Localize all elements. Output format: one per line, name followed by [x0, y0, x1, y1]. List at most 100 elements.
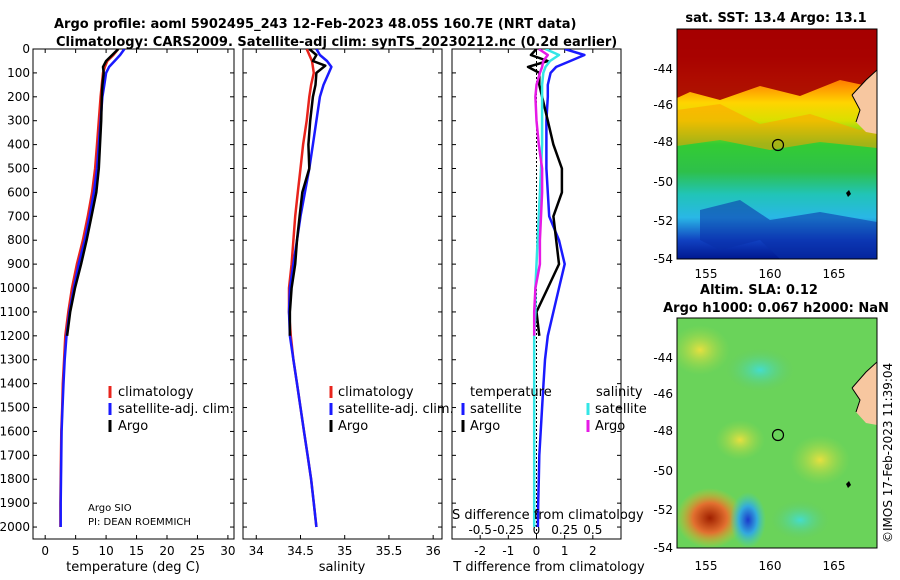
x-tick-label: 34 — [249, 544, 264, 558]
legend-label-satellite: satellite-adj. clim. — [118, 402, 234, 417]
difference-salinity-satellite-line — [532, 49, 561, 527]
y-tick-label: 1500 — [0, 401, 30, 415]
legend-label-satellite: satellite-adj. clim. — [338, 402, 454, 417]
difference-series-group — [526, 49, 586, 528]
x-tick-label: -1 — [502, 544, 514, 558]
lat-tick: -54 — [653, 252, 673, 266]
axes-layer: 0100200300400500600700800900100011001200… — [0, 42, 621, 558]
figure-title-line1: Argo profile: aoml 5902495_243 12-Feb-20… — [54, 17, 576, 32]
sst-cold-patch — [700, 200, 877, 259]
y-tick-label: 2000 — [0, 520, 30, 534]
temperature-argo-line — [65, 49, 120, 336]
x-tick-label: 2 — [589, 544, 597, 558]
x-tick-label: 25 — [190, 544, 205, 558]
figure-title-line2: Climatology: CARS2009. Satellite-adj cli… — [56, 35, 617, 50]
salinity-argo-line — [288, 49, 327, 336]
y-tick-label: 1000 — [0, 281, 30, 295]
lat-tick: -50 — [653, 464, 673, 478]
x-tick-label: 30 — [220, 544, 235, 558]
sst-orange-band — [677, 104, 877, 150]
sla-map-title-line1: Altim. SLA: 0.12 — [700, 283, 818, 298]
y-tick-label: 1800 — [0, 472, 30, 486]
sla-low-blob — [725, 348, 795, 392]
series-layer — [59, 49, 586, 528]
x-tick-label: 35 — [337, 544, 352, 558]
legend-title-salinity: salinity — [596, 385, 643, 400]
salinity-series-group — [287, 49, 333, 528]
legend-label-t-argo: Argo — [470, 419, 500, 434]
sla-map: Altim. SLA: 0.12 Argo h1000: 0.067 h2000… — [653, 283, 888, 573]
x-tick-label: 0 — [533, 544, 541, 558]
lat-tick: -48 — [653, 424, 673, 438]
argo-float-marker — [771, 428, 785, 442]
salinity-climatology-line — [287, 49, 318, 528]
x-tick-label: 34.5 — [287, 544, 314, 558]
lon-tick: 160 — [759, 559, 782, 573]
sst-map-title: sat. SST: 13.4 Argo: 13.1 — [685, 11, 866, 26]
sst-map: sat. SST: 13.4 Argo: 13.1 -44 -46 -48 -5… — [653, 11, 878, 281]
x-tick-label: 35.5 — [376, 544, 403, 558]
salinity-plot-frame — [242, 48, 443, 540]
x-tick-label: 1 — [561, 544, 569, 558]
y-tick-label: 1600 — [0, 424, 30, 438]
temperature-satellite-adj-clim-line — [59, 49, 126, 527]
temperature-climatology-line — [59, 49, 120, 527]
temperature-legend: climatology satellite-adj. clim. Argo — [108, 385, 234, 434]
x-tick-label: 36 — [426, 544, 441, 558]
y-tick-label: 1700 — [0, 448, 30, 462]
temperature-axis-label: temperature (deg C) — [66, 560, 200, 575]
y-tick-label: 100 — [7, 66, 30, 80]
sst-warm-patch — [677, 29, 877, 100]
lat-tick: -44 — [653, 62, 673, 76]
y-tick-label: 700 — [7, 209, 30, 223]
y-tick-label: 1300 — [0, 353, 30, 367]
sla-map-frame — [676, 317, 878, 549]
difference-legend: temperature satellite Argo salinity sate… — [461, 385, 647, 434]
lat-tick: -46 — [653, 387, 673, 401]
y-tick-label: 1200 — [0, 329, 30, 343]
y-tick-label: 800 — [7, 233, 30, 247]
s-tick-label: 0.5 — [583, 523, 602, 537]
pi-label: PI: DEAN ROEMMICH — [88, 517, 191, 528]
land-mass — [852, 362, 877, 425]
institution-label: Argo SIO — [88, 503, 132, 514]
island-marker — [846, 190, 851, 197]
sla-low-blob — [770, 500, 830, 540]
y-tick-label: 900 — [7, 257, 30, 271]
s-tick-label: 0.25 — [551, 523, 578, 537]
salinity-axis-label: salinity — [319, 560, 366, 575]
sla-cold-eddy — [730, 492, 766, 548]
lat-tick: -52 — [653, 214, 673, 228]
lat-tick: -46 — [653, 98, 673, 112]
t-difference-axis-label: T difference from climatology — [452, 560, 645, 575]
y-tick-label: 1900 — [0, 496, 30, 510]
temperature-series-group — [59, 49, 126, 527]
sla-high-blob — [677, 325, 730, 375]
temperature-plot-frame — [32, 48, 235, 540]
legend-label-s-satellite: satellite — [595, 402, 647, 417]
coastline — [851, 361, 877, 413]
y-tick-label: 600 — [7, 185, 30, 199]
lat-tick: -44 — [653, 351, 673, 365]
argo-float-marker — [771, 138, 785, 152]
legend-label-climatology: climatology — [118, 385, 194, 400]
x-tick-label: 5 — [72, 544, 80, 558]
imos-timestamp: ©IMOS 17-Feb-2023 11:39:04 — [881, 363, 895, 543]
difference-temperature-argo-line — [526, 49, 564, 336]
lat-tick: -52 — [653, 503, 673, 517]
legend-label-argo: Argo — [118, 419, 148, 434]
land-mass — [852, 70, 877, 134]
x-tick-label: 0 — [41, 544, 49, 558]
legend-label-s-argo: Argo — [595, 419, 625, 434]
sla-warm-eddy — [677, 488, 744, 548]
lat-tick: -50 — [653, 175, 673, 189]
y-tick-label: 200 — [7, 90, 30, 104]
s-tick-label: -0.5 — [468, 523, 491, 537]
legend-label-climatology: climatology — [338, 385, 414, 400]
sst-map-frame — [676, 28, 878, 260]
legend-label-argo: Argo — [338, 419, 368, 434]
difference-salinity-argo-line — [532, 49, 550, 336]
y-tick-label: 0 — [22, 42, 30, 56]
lon-tick: 155 — [695, 559, 718, 573]
